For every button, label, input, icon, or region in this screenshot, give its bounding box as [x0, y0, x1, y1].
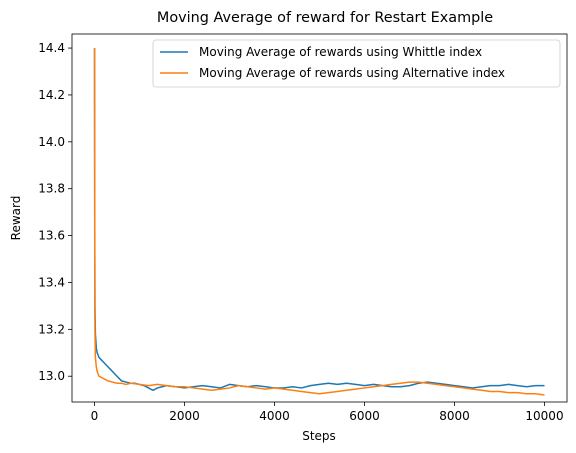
x-tick-label: 0: [91, 409, 99, 423]
y-tick-label: 13.8: [38, 182, 65, 196]
y-axis-ticks: 13.0 13.2 13.4 13.6 13.8 14.0 14.2 14.4: [38, 41, 72, 383]
x-tick-label: 10000: [525, 409, 563, 423]
x-tick-label: 2000: [169, 409, 200, 423]
y-tick-label: 13.2: [38, 322, 65, 336]
plot-lines: [93, 48, 545, 396]
legend-label-alternative: Moving Average of rewards using Alternat…: [199, 66, 505, 80]
x-tick-label: 8000: [439, 409, 470, 423]
legend-label-whittle: Moving Average of rewards using Whittle …: [199, 45, 482, 59]
series-line-0: [93, 48, 545, 392]
x-tick-label: 6000: [349, 409, 380, 423]
plot-frame: [71, 33, 568, 403]
x-axis-ticks: 0 2000 4000 6000 8000 10000: [91, 402, 564, 423]
legend-box: [152, 39, 561, 88]
y-tick-label: 14.4: [38, 41, 65, 55]
legend: Moving Average of rewards using Whittle …: [152, 39, 561, 88]
chart-title: Moving Average of reward for Restart Exa…: [157, 10, 493, 26]
x-axis-title: Steps: [302, 429, 336, 443]
y-axis-title: Reward: [9, 196, 23, 241]
y-tick-label: 13.4: [38, 275, 65, 289]
x-tick-label: 4000: [259, 409, 290, 423]
y-tick-label: 14.0: [38, 135, 65, 149]
y-tick-label: 13.0: [38, 369, 65, 383]
series-line-1: [93, 48, 545, 396]
y-tick-label: 13.6: [38, 229, 65, 243]
y-tick-label: 14.2: [38, 88, 65, 102]
